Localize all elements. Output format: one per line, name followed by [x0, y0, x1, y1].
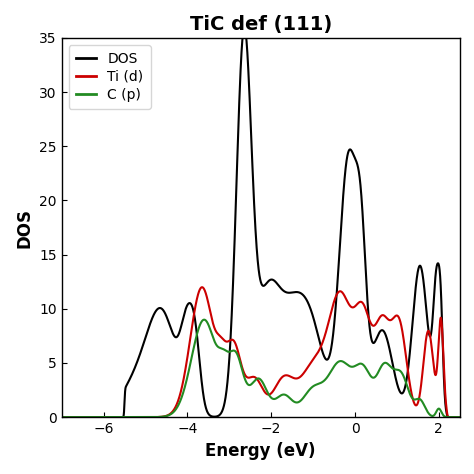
C (p): [104, 414, 110, 420]
Legend: DOS, Ti (d), C (p): DOS, Ti (d), C (p): [69, 45, 151, 109]
Line: Ti (d): Ti (d): [62, 287, 460, 417]
DOS: [229, 315, 235, 321]
DOS: [211, 414, 217, 419]
DOS: [242, 25, 247, 30]
DOS: [457, 414, 463, 420]
C (p): [457, 414, 463, 420]
C (p): [449, 414, 455, 420]
X-axis label: Energy (eV): Energy (eV): [205, 442, 316, 459]
Ti (d): [449, 414, 455, 420]
Ti (d): [104, 414, 110, 420]
DOS: [59, 414, 64, 420]
C (p): [406, 389, 412, 395]
C (p): [211, 338, 217, 344]
DOS: [406, 356, 412, 362]
Ti (d): [211, 325, 217, 331]
C (p): [229, 348, 235, 354]
Title: TiC def (111): TiC def (111): [190, 15, 332, 34]
Line: C (p): C (p): [62, 319, 460, 417]
Y-axis label: DOS: DOS: [16, 208, 34, 247]
Ti (d): [59, 414, 64, 420]
DOS: [449, 414, 455, 420]
C (p): [128, 414, 134, 420]
C (p): [201, 317, 207, 322]
Ti (d): [128, 414, 134, 420]
DOS: [104, 414, 110, 420]
Line: DOS: DOS: [62, 27, 460, 417]
Ti (d): [199, 284, 205, 290]
Ti (d): [406, 377, 412, 383]
Ti (d): [457, 414, 463, 420]
Ti (d): [229, 337, 235, 343]
DOS: [128, 374, 134, 380]
C (p): [59, 414, 64, 420]
